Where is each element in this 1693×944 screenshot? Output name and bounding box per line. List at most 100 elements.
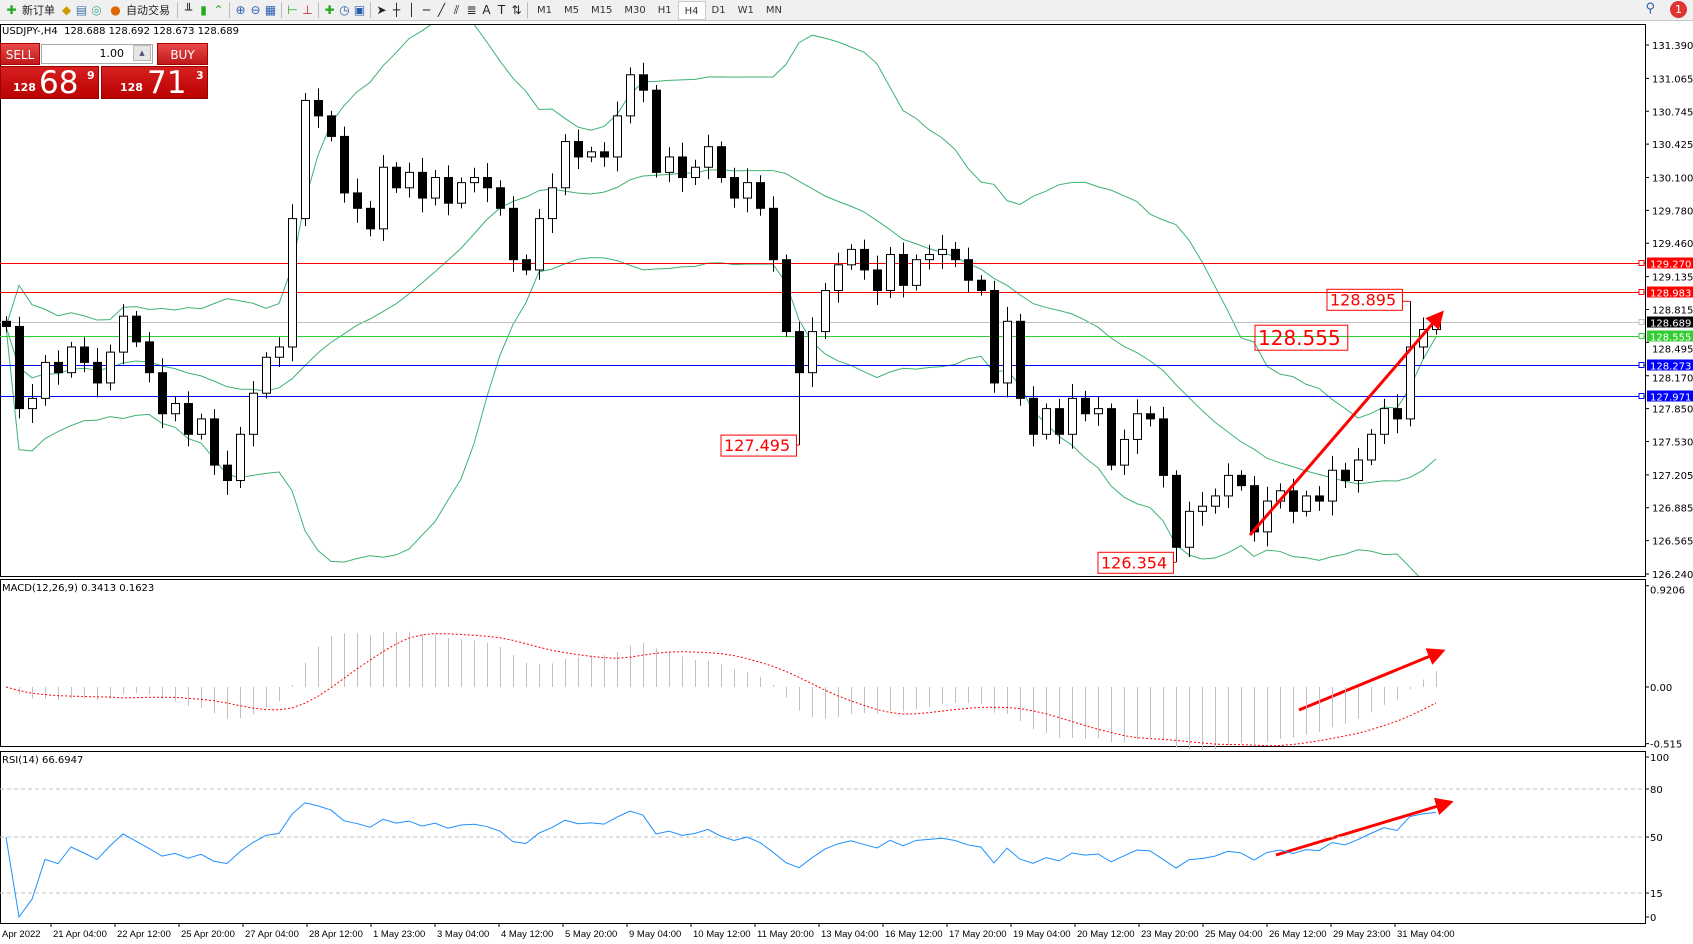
price-line-label-bg: [1647, 257, 1693, 269]
zoom-in-icon[interactable]: ⊕: [235, 2, 246, 17]
bar-chart-icon[interactable]: ╨: [184, 2, 193, 17]
candle: [678, 156, 687, 179]
candle: [691, 166, 700, 179]
data-window-icon[interactable]: ▤: [75, 2, 88, 17]
line-chart-icon[interactable]: ⌃: [213, 2, 224, 17]
buy-price[interactable]: 128 71 3: [101, 66, 208, 99]
timeframe-d1[interactable]: D1: [711, 4, 726, 16]
candle: [1120, 438, 1129, 466]
time-label: 1 May 23:00: [373, 929, 425, 940]
candle: [314, 99, 323, 117]
time-label: 26 May 12:00: [1269, 929, 1327, 940]
candle: [2, 320, 11, 327]
lot-size-input[interactable]: 1.00: [41, 44, 153, 64]
periods-icon[interactable]: ◷: [339, 2, 350, 17]
timeframe-w1[interactable]: W1: [737, 4, 754, 16]
sell-price[interactable]: 128 68 9: [0, 66, 99, 99]
candle: [171, 402, 180, 415]
timeframe-m1[interactable]: M1: [537, 4, 552, 16]
search-icon[interactable]: ⚲: [1645, 1, 1655, 16]
new-order-icon: ✚: [6, 2, 17, 17]
rsi-label: RSI(14) 66.6947: [2, 755, 83, 766]
candle: [990, 289, 999, 384]
vertical-line-icon[interactable]: │: [407, 2, 416, 17]
buy-button[interactable]: BUY: [157, 43, 208, 65]
timeframe-m5[interactable]: M5: [564, 4, 579, 16]
candle: [483, 177, 492, 189]
candle: [1159, 418, 1168, 476]
horizontal-line-icon[interactable]: ─: [422, 2, 431, 17]
candle: [236, 433, 245, 482]
low-label: 126.354: [1101, 553, 1167, 572]
candle: [977, 279, 986, 291]
candlestick-icon[interactable]: ▮: [200, 2, 207, 17]
timeframe-mn[interactable]: MN: [765, 4, 782, 16]
candle: [652, 89, 661, 173]
chart-shift-icon[interactable]: ⊢: [287, 2, 298, 17]
candle: [1016, 320, 1025, 399]
candle: [561, 141, 570, 189]
price-tick-label: 128.170: [1652, 374, 1693, 385]
cursor-icon[interactable]: ➤: [376, 2, 387, 17]
zoom-out-icon[interactable]: ⊖: [250, 2, 261, 17]
time-label: 20 May 12:00: [1077, 929, 1135, 940]
candle: [444, 177, 453, 204]
rsi-tick-label: 0: [1650, 913, 1656, 924]
candle: [886, 254, 895, 291]
new-order-button[interactable]: ✚ 新订单: [0, 1, 59, 20]
crosshair-icon[interactable]: ┼: [392, 2, 401, 17]
candle: [41, 361, 50, 399]
tile-windows-icon[interactable]: ▦: [264, 2, 277, 17]
time-label: 4 May 12:00: [501, 929, 553, 940]
arrows-icon[interactable]: ⇅: [511, 2, 522, 17]
fibonacci-icon[interactable]: ≣: [466, 2, 477, 17]
market-watch-icon[interactable]: ◆: [61, 2, 72, 17]
time-label: 25 Apr 20:00: [181, 929, 235, 940]
time-label: 21 Apr 04:00: [53, 929, 107, 940]
equidistant-channel-icon[interactable]: ⫽: [453, 2, 460, 17]
text-icon[interactable]: A: [482, 2, 491, 17]
candle: [1055, 408, 1064, 435]
candle: [587, 151, 596, 158]
candle: [509, 207, 518, 261]
timeframe-m15[interactable]: M15: [591, 4, 613, 16]
candle: [431, 177, 440, 199]
price-tick-label: 128.815: [1652, 306, 1693, 317]
time-label: 11 May 20:00: [757, 929, 814, 940]
candle: [301, 99, 310, 220]
sell-button[interactable]: SELL: [0, 43, 40, 65]
candle: [54, 361, 63, 374]
time-label: 28 Apr 12:00: [309, 929, 363, 940]
candle: [262, 356, 271, 394]
macd-signal-line: [5, 633, 1437, 747]
bollinger-lower: [5, 257, 1420, 576]
candle: [1003, 320, 1012, 384]
timeframe-h4[interactable]: H4: [677, 0, 706, 20]
price-tick-label: 130.425: [1652, 140, 1693, 151]
templates-icon[interactable]: ▣: [353, 2, 366, 17]
price-line-label-bg: [1647, 390, 1693, 402]
time-label: 29 May 23:00: [1333, 929, 1391, 940]
navigator-icon[interactable]: ◎: [91, 2, 102, 17]
lot-increase-button[interactable]: ▲: [133, 45, 151, 61]
candle: [808, 331, 817, 374]
timeframe-m30[interactable]: M30: [624, 4, 646, 16]
candle: [15, 325, 24, 410]
candle: [1185, 510, 1194, 548]
time-label: 27 Apr 04:00: [245, 929, 299, 940]
autoscroll-icon[interactable]: ⊥: [302, 2, 313, 17]
trendline-icon[interactable]: ╱: [437, 2, 446, 17]
notification-badge[interactable]: 1: [1670, 1, 1687, 18]
indicators-icon[interactable]: ✚: [324, 2, 335, 17]
price-tick-label: 130.745: [1652, 107, 1693, 118]
time-label: 19 May 04:00: [1013, 929, 1071, 940]
time-label: 16 May 12:00: [885, 929, 943, 940]
text-label-icon[interactable]: T: [497, 2, 506, 17]
auto-trading-button[interactable]: ● 自动交易: [104, 1, 174, 20]
time-label: 25 May 04:00: [1205, 929, 1263, 940]
timeframe-h1[interactable]: H1: [657, 4, 672, 16]
candle: [1146, 413, 1155, 420]
candle: [925, 254, 934, 261]
divider: [370, 2, 371, 18]
